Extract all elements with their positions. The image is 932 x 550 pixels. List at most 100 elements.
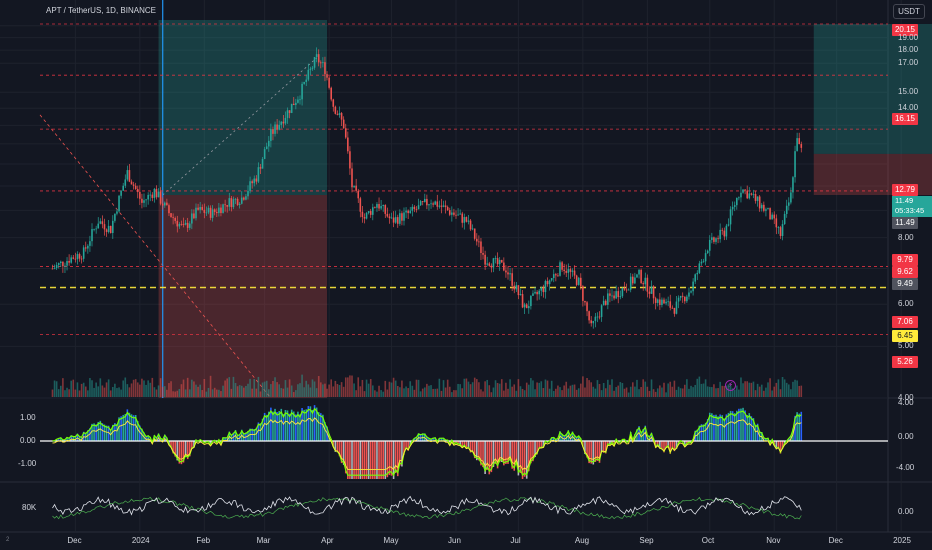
macd-bar (442, 437, 445, 441)
oscillator-line-white (52, 495, 802, 516)
volume-bar (251, 388, 253, 397)
candle (702, 258, 705, 263)
candle-body (268, 140, 270, 147)
macd-bar (723, 418, 726, 441)
macd-bar (731, 411, 734, 441)
macd-bar (70, 435, 72, 441)
macd-bar (274, 408, 276, 441)
volume-bar (798, 385, 800, 397)
candle-body (424, 198, 426, 202)
volume-bar (342, 386, 345, 397)
volume-bar (588, 380, 590, 397)
candle-body (274, 124, 276, 134)
macd-bar (698, 425, 701, 441)
volume-bar (692, 387, 694, 397)
volume-bar (800, 385, 803, 397)
candle-body (771, 214, 773, 220)
price-tick: 19.00 (898, 32, 919, 42)
volume-bar (247, 383, 249, 397)
macd-bar (742, 407, 744, 441)
volume-bar (592, 386, 595, 397)
macd-bar (440, 437, 443, 441)
volume-bar (548, 388, 551, 397)
macd-bar (717, 416, 719, 441)
candle (476, 233, 478, 246)
candle (632, 273, 634, 286)
macd-bar (390, 441, 393, 476)
macd-bar (773, 441, 776, 445)
candle-body (656, 299, 659, 303)
candle (401, 211, 403, 226)
candles (51, 47, 803, 329)
candle-body (238, 203, 241, 206)
candle-body (607, 293, 609, 305)
volume-bar (357, 377, 360, 397)
candle (746, 185, 748, 200)
volume-bar (128, 387, 131, 397)
candle-body (421, 201, 424, 202)
volume-bar (288, 379, 291, 397)
volume-bar (455, 390, 457, 397)
volume-bar (363, 391, 366, 397)
macd-bar (60, 437, 62, 441)
volume-bar (95, 382, 97, 397)
candle (617, 286, 620, 304)
candle (226, 205, 228, 213)
symbol-title[interactable]: APT / TetherUS, 1D, BINANCE (46, 6, 156, 15)
candle-body (282, 121, 285, 124)
candle (473, 228, 476, 241)
candle-body (448, 210, 451, 215)
candle-body (596, 316, 599, 318)
volume-bar (542, 388, 545, 397)
volume-bar (613, 390, 615, 397)
volume-bar (232, 376, 235, 397)
candle (359, 196, 362, 218)
candle (552, 269, 555, 283)
candle (484, 250, 486, 271)
macd-bar (284, 410, 287, 441)
candle (415, 206, 418, 213)
candle-body (500, 259, 503, 263)
candle (532, 290, 534, 296)
candle (276, 119, 278, 134)
volume-bar (118, 387, 120, 397)
time-axis-label: Dec (828, 536, 843, 545)
candle (571, 268, 574, 277)
volume-bar (257, 376, 260, 397)
candle (184, 220, 187, 226)
currency-button[interactable]: USDT (893, 4, 925, 19)
candle (600, 304, 603, 322)
candle-body (659, 299, 661, 305)
macd-bar (55, 439, 58, 441)
candle-body (322, 62, 324, 63)
macd-bar (363, 441, 366, 479)
candle (769, 207, 771, 220)
candle-body (582, 286, 584, 301)
volume-bar (607, 379, 609, 397)
volume-bar (407, 388, 409, 397)
macd-bar (654, 441, 657, 448)
candle-body (139, 191, 141, 199)
macd-bar (301, 407, 303, 441)
candle (139, 185, 141, 205)
candle (517, 285, 520, 300)
volume-bar (93, 387, 95, 397)
candle-body (663, 299, 665, 304)
candle (790, 187, 792, 205)
candle-body (546, 281, 549, 285)
volume-bar (609, 384, 611, 397)
macd-bar (286, 410, 289, 441)
trend-line (39, 114, 272, 399)
volume-bar (76, 382, 79, 397)
volume-bar (575, 389, 578, 397)
volume-bar (80, 383, 83, 397)
lightning-icon[interactable]: ⚡ (725, 380, 736, 391)
volume-bar (70, 380, 72, 397)
volume-bar (686, 379, 688, 397)
candle-body (55, 265, 58, 268)
candle (740, 186, 742, 203)
oscillator-line-green (52, 496, 802, 520)
price-tick: 5.00 (898, 341, 914, 351)
